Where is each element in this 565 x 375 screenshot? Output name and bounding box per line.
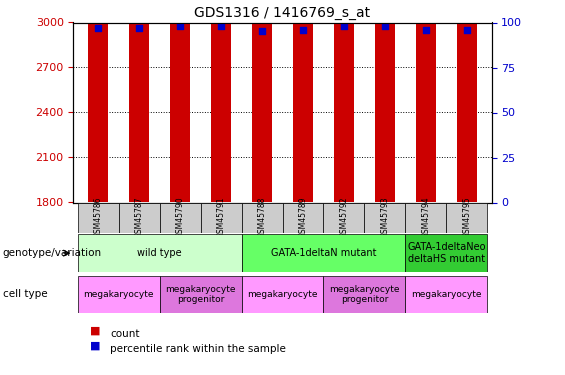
- FancyBboxPatch shape: [446, 202, 488, 232]
- Text: megakaryocyte: megakaryocyte: [247, 290, 318, 299]
- Text: GSM45787: GSM45787: [134, 197, 144, 238]
- Text: megakaryocyte
progenitor: megakaryocyte progenitor: [329, 285, 399, 304]
- FancyBboxPatch shape: [77, 202, 119, 232]
- Point: [176, 23, 185, 29]
- FancyBboxPatch shape: [364, 202, 406, 232]
- FancyBboxPatch shape: [159, 276, 241, 313]
- Text: GSM45791: GSM45791: [216, 197, 225, 238]
- FancyBboxPatch shape: [241, 276, 324, 313]
- Point: [462, 27, 471, 33]
- Point: [421, 27, 431, 33]
- Point: [340, 23, 349, 29]
- FancyBboxPatch shape: [406, 202, 446, 232]
- Point: [380, 23, 389, 29]
- Text: GSM45792: GSM45792: [340, 197, 349, 238]
- Bar: [293, 0, 313, 202]
- Text: GSM45788: GSM45788: [258, 197, 267, 238]
- FancyBboxPatch shape: [241, 234, 406, 272]
- Point: [94, 25, 103, 31]
- FancyBboxPatch shape: [324, 202, 364, 232]
- Bar: [129, 0, 149, 202]
- Text: GSM45790: GSM45790: [176, 196, 185, 238]
- Text: megakaryocyte
progenitor: megakaryocyte progenitor: [166, 285, 236, 304]
- Text: ■: ■: [90, 326, 101, 336]
- Text: count: count: [110, 329, 140, 339]
- Text: GATA-1deltaN mutant: GATA-1deltaN mutant: [271, 248, 376, 258]
- Bar: [170, 0, 190, 202]
- Text: GSM45794: GSM45794: [421, 196, 431, 238]
- Text: megakaryocyte: megakaryocyte: [411, 290, 482, 299]
- Text: wild type: wild type: [137, 248, 182, 258]
- Text: GSM45795: GSM45795: [463, 196, 471, 238]
- FancyBboxPatch shape: [406, 276, 488, 313]
- Point: [298, 27, 307, 33]
- Text: percentile rank within the sample: percentile rank within the sample: [110, 344, 286, 354]
- Point: [216, 23, 225, 29]
- Point: [258, 28, 267, 34]
- FancyBboxPatch shape: [282, 202, 324, 232]
- Text: GSM45789: GSM45789: [298, 197, 307, 238]
- FancyBboxPatch shape: [241, 202, 282, 232]
- Point: [134, 25, 144, 31]
- Bar: [375, 0, 396, 202]
- Bar: [457, 0, 477, 202]
- Bar: [334, 0, 354, 202]
- Text: megakaryocyte: megakaryocyte: [83, 290, 154, 299]
- Bar: [252, 0, 272, 202]
- Text: genotype/variation: genotype/variation: [3, 248, 102, 258]
- FancyBboxPatch shape: [159, 202, 201, 232]
- Text: cell type: cell type: [3, 290, 47, 299]
- FancyBboxPatch shape: [77, 234, 241, 272]
- Text: GSM45786: GSM45786: [94, 197, 102, 238]
- Bar: [88, 0, 108, 202]
- FancyBboxPatch shape: [201, 202, 241, 232]
- FancyBboxPatch shape: [77, 276, 159, 313]
- Text: GATA-1deltaNeo
deltaHS mutant: GATA-1deltaNeo deltaHS mutant: [407, 242, 486, 264]
- FancyBboxPatch shape: [119, 202, 159, 232]
- Text: ■: ■: [90, 341, 101, 351]
- Text: GSM45793: GSM45793: [380, 196, 389, 238]
- Title: GDS1316 / 1416769_s_at: GDS1316 / 1416769_s_at: [194, 6, 371, 20]
- Bar: [416, 0, 436, 202]
- FancyBboxPatch shape: [406, 234, 488, 272]
- FancyBboxPatch shape: [324, 276, 406, 313]
- Bar: [211, 0, 231, 202]
